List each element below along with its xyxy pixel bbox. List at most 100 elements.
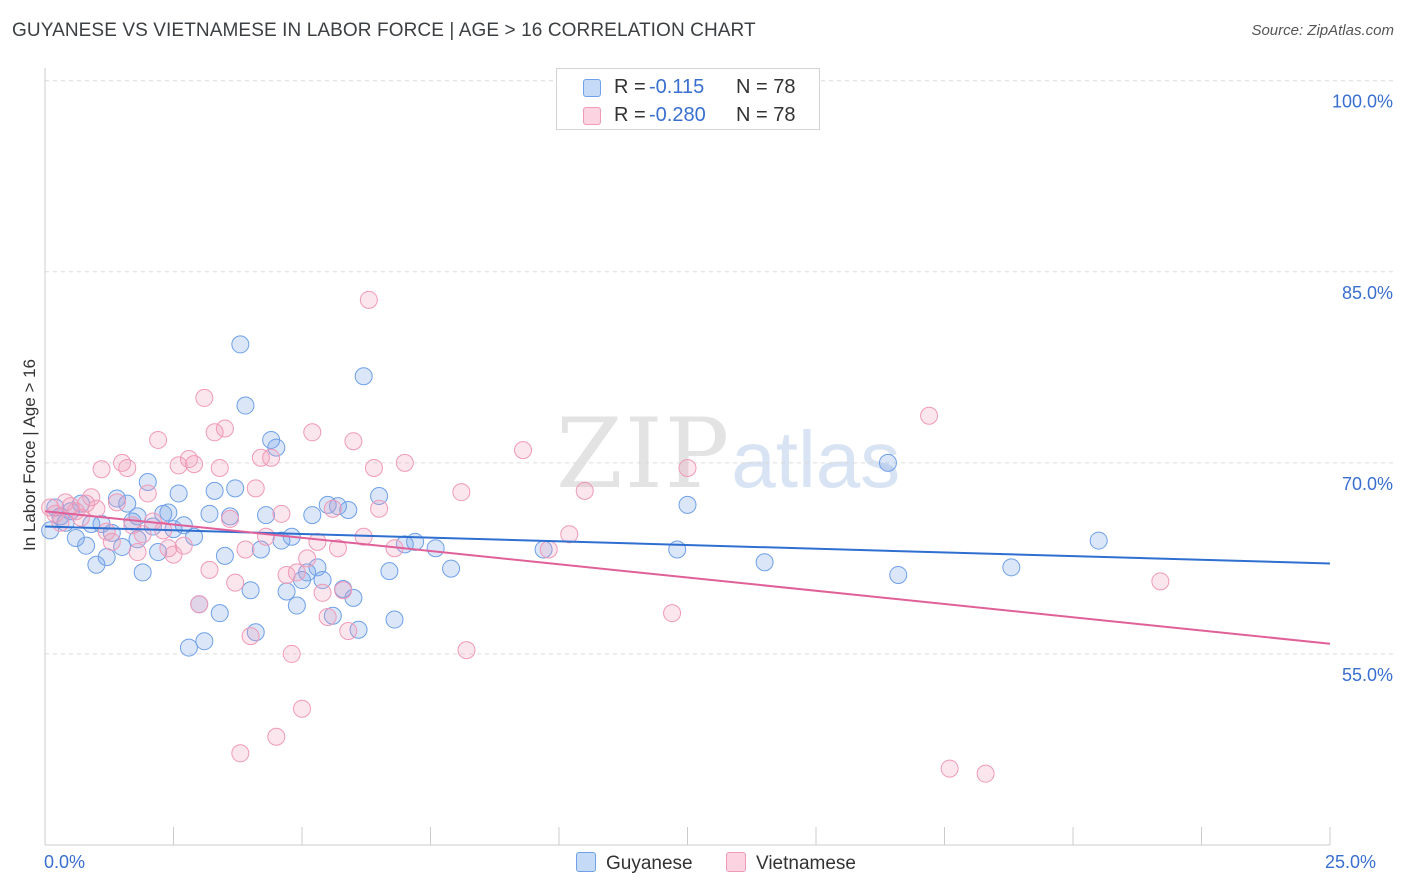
vietnamese-legend-swatch [726, 852, 746, 872]
guyanese-point [66, 529, 85, 548]
vietnamese-point [282, 644, 301, 663]
watermark-atlas: atlas [731, 415, 901, 504]
vietnamese-point [195, 388, 214, 407]
x-tick-max: 25.0% [1325, 852, 1377, 872]
guyanese-point [61, 502, 80, 521]
vietnamese-swatch [583, 107, 601, 125]
vietnamese-point [678, 458, 697, 477]
vietnamese-point [190, 595, 209, 614]
vietnamese-point [663, 604, 682, 623]
vietnamese-point [339, 622, 358, 641]
guyanese-point [205, 481, 224, 500]
n-label: N = 78 [736, 76, 796, 98]
vietnamese-point [200, 560, 219, 579]
watermark-zip: ZIP [556, 398, 732, 510]
vietnamese-point [241, 627, 260, 646]
vietnamese-point [82, 488, 101, 507]
vietnamese-point [344, 432, 363, 451]
guyanese-point [287, 596, 306, 615]
guyanese-point [755, 553, 774, 572]
vietnamese-point [113, 453, 132, 472]
y-tick-label: 100.0% [1332, 92, 1393, 112]
guyanese-point [339, 500, 358, 519]
vietnamese-point [313, 583, 332, 602]
vietnamese-point [128, 543, 147, 562]
guyanese-point [226, 479, 245, 498]
guyanese-point [77, 536, 96, 555]
vietnamese-point [92, 460, 111, 479]
y-tick-label: 55.0% [1342, 665, 1393, 685]
vietnamese-point [334, 581, 353, 600]
guyanese-point [277, 582, 296, 601]
y-tick-label: 70.0% [1342, 474, 1393, 494]
watermark: ZIPatlas [556, 398, 900, 510]
guyanese-point [267, 438, 286, 457]
guyanese-point [406, 532, 425, 551]
vietnamese-point [87, 499, 106, 518]
guyanese-point [195, 632, 214, 651]
vietnamese-point [940, 759, 959, 778]
vietnamese-point [51, 513, 70, 532]
r-label: R = [614, 104, 646, 126]
vietnamese-point [287, 563, 306, 582]
legend-row-guyanese: R = -0.115 N = 78 [557, 75, 819, 103]
vietnamese-point [328, 539, 347, 558]
r-value: -0.115 [649, 76, 705, 98]
vietnamese-point [215, 419, 234, 438]
x-tick-min: 0.0% [44, 852, 86, 872]
guyanese-point [236, 396, 255, 415]
vietnamese-point [323, 499, 342, 518]
guyanese-point [1002, 558, 1021, 577]
vietnamese-point [169, 456, 188, 475]
guyanese-point [313, 571, 332, 590]
vietnamese-point [246, 479, 265, 498]
vietnamese-point [210, 458, 229, 477]
vietnamese-point [575, 481, 594, 500]
vietnamese-point [71, 508, 90, 527]
guyanese-legend-label: Guyanese [606, 853, 693, 874]
vietnamese-point [257, 527, 276, 546]
guyanese-point [179, 638, 198, 657]
vietnamese-point [267, 727, 286, 746]
guyanese-point [210, 604, 229, 623]
guyanese-point [370, 486, 389, 505]
guyanese-point [328, 497, 347, 516]
vietnamese-point [364, 458, 383, 477]
vietnamese-point [205, 423, 224, 442]
vietnamese-point [221, 509, 240, 528]
guyanese-point [298, 563, 317, 582]
correlation-legend: R = -0.115 N = 78 R = -0.280 N = 78 [556, 68, 820, 130]
guyanese-point [344, 588, 363, 607]
guyanese-point [97, 548, 116, 567]
vietnamese-point [138, 484, 157, 503]
vietnamese-point [107, 493, 126, 512]
y-axis-label: In Labor Force | Age > 16 [20, 358, 39, 552]
guyanese-point [107, 489, 126, 508]
vietnamese-point [164, 545, 183, 564]
guyanese-point [215, 546, 234, 565]
vietnamese-point [251, 448, 270, 467]
vietnamese-point [298, 549, 317, 568]
vietnamese-point [174, 536, 193, 555]
guyanese-point [200, 504, 219, 523]
guyanese-point [231, 335, 250, 354]
guyanese-point [380, 562, 399, 581]
bottom-legend-vietnamese: Vietnamese [726, 852, 856, 875]
guyanese-point [678, 495, 697, 514]
guyanese-point [128, 530, 147, 549]
n-label: N = 78 [736, 104, 796, 126]
y-tick-label: 85.0% [1342, 283, 1393, 303]
guyanese-point [133, 563, 152, 582]
bottom-legend-guyanese: Guyanese [576, 852, 693, 875]
vietnamese-point [231, 744, 250, 763]
guyanese-point [169, 484, 188, 503]
guyanese-point [149, 543, 168, 562]
vietnamese-legend-label: Vietnamese [756, 853, 856, 874]
vietnamese-point [370, 499, 389, 518]
guyanese-point [385, 610, 404, 629]
chart-title: GUYANESE VS VIETNAMESE IN LABOR FORCE | … [12, 20, 756, 41]
vietnamese-point [1151, 572, 1170, 591]
vietnamese-point [303, 423, 322, 442]
r-value: -0.280 [649, 104, 706, 126]
legend-row-vietnamese: R = -0.280 N = 78 [557, 103, 819, 131]
